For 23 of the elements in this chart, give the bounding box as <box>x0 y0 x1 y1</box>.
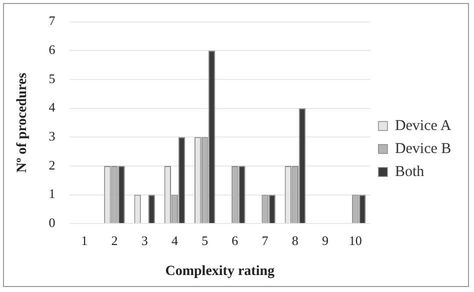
x-tick-label: 5 <box>202 232 208 248</box>
y-axis-title: Nº of procedures <box>15 72 30 173</box>
legend-label: Device B <box>394 140 452 157</box>
x-axis-title: Complexity rating <box>165 264 275 280</box>
x-tick-label: 8 <box>292 232 298 248</box>
x-tick-label: 3 <box>141 232 148 248</box>
x-tick-label: 7 <box>262 232 269 248</box>
legend-label: Both <box>394 164 425 180</box>
y-tick-label: 4 <box>48 100 56 115</box>
x-tick-label: 2 <box>111 232 118 248</box>
y-tick-label: 5 <box>48 70 56 86</box>
y-tick-label: 7 <box>48 13 56 28</box>
y-tick-label: 0 <box>48 215 56 230</box>
y-tick-label: 1 <box>48 186 56 202</box>
x-tick-label: 1 <box>81 232 88 248</box>
x-tick-label: 9 <box>322 232 329 248</box>
y-tick-label: 3 <box>48 128 56 144</box>
x-tick-label: 10 <box>348 232 362 248</box>
y-tick-label: 2 <box>48 157 56 172</box>
x-tick-label: 4 <box>171 232 178 248</box>
legend-label: Device A <box>394 118 452 134</box>
y-tick-label: 6 <box>48 42 56 58</box>
x-tick-label: 6 <box>232 232 239 248</box>
